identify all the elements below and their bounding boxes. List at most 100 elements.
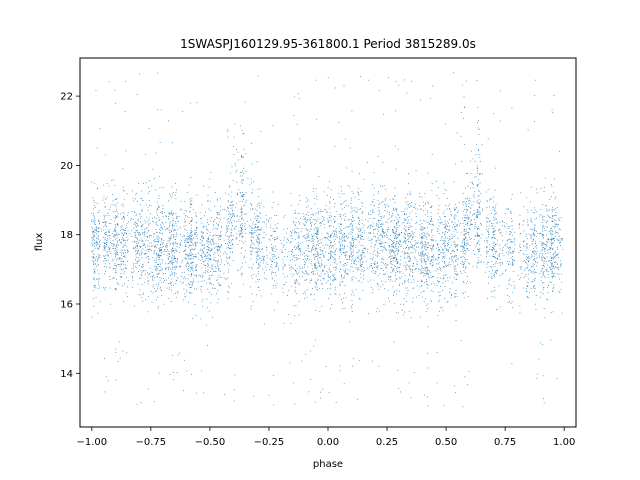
data-point [213,259,215,261]
data-point [122,245,124,247]
data-point [391,240,392,241]
data-point [335,293,337,295]
data-point [541,244,543,246]
data-point [415,213,417,215]
data-point [534,278,536,279]
data-point [455,203,456,205]
data-point [331,251,333,253]
data-point [422,268,424,269]
data-point [355,267,357,269]
data-point [454,260,456,261]
data-point [204,247,205,249]
data-point [118,283,120,285]
data-point [421,260,423,262]
data-point [372,268,373,269]
data-point [352,227,354,229]
data-point [294,282,295,284]
data-point [488,225,490,227]
data-point [151,246,153,247]
data-point [266,278,268,280]
data-point [273,404,275,406]
data-point [156,238,158,240]
data-point [338,193,340,195]
data-point [421,285,423,287]
data-point [542,233,544,235]
data-point [242,225,243,227]
data-point [543,227,545,229]
data-point [381,258,383,260]
data-point [383,204,385,206]
data-point [186,370,188,372]
data-point [313,238,315,240]
data-point [553,221,555,223]
data-point [160,247,162,249]
data-point [207,260,209,262]
data-point [173,192,175,193]
data-point [526,257,528,259]
data-point [440,269,441,271]
data-point [426,266,427,268]
data-point [249,184,251,186]
data-point [377,275,379,276]
data-point [353,260,355,262]
data-point [104,255,105,257]
data-point [227,298,229,299]
data-point [201,244,203,246]
data-point [158,372,160,374]
data-point [472,181,474,183]
data-point [511,213,512,215]
data-point [258,264,260,266]
data-point [545,205,546,207]
data-point [98,286,100,288]
data-point [447,225,449,227]
data-point [169,239,171,241]
data-point [116,234,118,236]
data-point [278,267,279,269]
data-point [493,196,495,198]
data-point [206,200,208,202]
data-point [351,225,353,227]
data-point [431,183,433,185]
data-point [208,291,210,293]
data-point [480,193,481,195]
data-point [227,228,228,230]
data-point [437,280,438,282]
data-point [190,252,192,254]
data-point [199,242,201,244]
data-point [510,210,512,212]
data-point [403,251,405,252]
data-point [447,232,448,233]
data-point [239,125,241,127]
data-point [345,254,347,256]
data-point [282,262,284,264]
data-point [118,341,120,343]
data-point [427,259,429,261]
data-point [545,253,546,254]
data-point [231,238,233,240]
data-point [408,248,410,249]
data-point [306,230,308,231]
data-point [501,248,503,250]
data-point [399,245,401,247]
data-point [271,267,273,269]
data-point [297,227,299,229]
data-point [180,281,182,282]
data-point [240,208,242,210]
data-point [333,257,335,258]
data-point [500,262,502,264]
data-point [242,195,244,197]
data-point [220,231,222,232]
data-point [441,240,443,242]
data-point [217,223,219,225]
data-point [151,249,152,251]
data-point [190,220,192,222]
data-point [410,317,412,319]
data-point [393,245,394,247]
data-point [541,257,543,259]
data-point [548,247,550,249]
data-point [462,248,463,250]
data-point [156,266,158,268]
data-point [441,232,443,234]
data-point [543,286,545,288]
data-point [133,265,134,267]
